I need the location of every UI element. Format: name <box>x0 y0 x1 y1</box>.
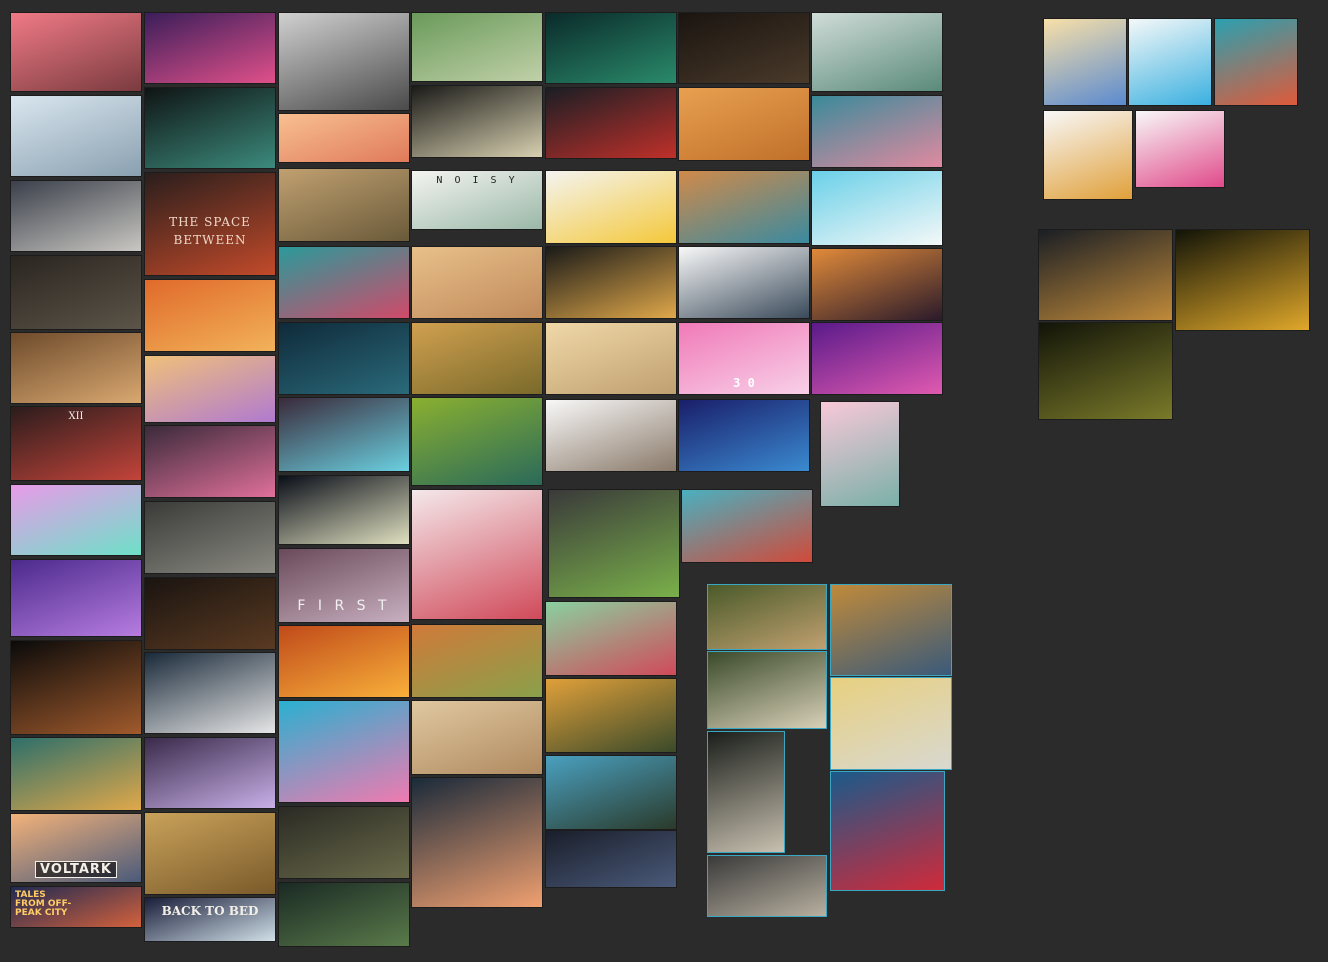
tile-office-icons-beige[interactable] <box>1043 18 1127 106</box>
tile-orange-canyon[interactable] <box>144 279 276 352</box>
tile-dark-teal-waves[interactable] <box>545 12 677 84</box>
tile-iso-grass-island[interactable] <box>548 489 680 598</box>
tile-red-moon-bar[interactable]: XII <box>10 406 142 481</box>
tile-desert-road[interactable] <box>411 246 543 319</box>
tile-ink-creatures[interactable] <box>278 12 410 111</box>
tile-white-iso-room[interactable] <box>10 95 142 177</box>
tile-desert-figures[interactable] <box>545 322 677 395</box>
tile-magenta-tree-deer[interactable] <box>811 322 943 395</box>
tile-surreal-landscape[interactable] <box>707 855 827 917</box>
tile-rocky-island-white[interactable] <box>545 399 677 472</box>
tile-crystal-sea[interactable] <box>278 246 410 319</box>
tile-garden-pond[interactable] <box>545 601 677 676</box>
tile-caption: N O I S Y <box>436 175 518 186</box>
tile-voltark-sunset[interactable]: VOLTARK <box>10 813 142 883</box>
tile-dark-corridor[interactable] <box>144 577 276 650</box>
tile-pixel-pink-robot[interactable] <box>278 700 410 803</box>
tile-golden-temple[interactable] <box>278 625 410 698</box>
tile-white-text-dome[interactable] <box>678 246 810 319</box>
tile-desert-steampunk-city[interactable] <box>278 168 410 242</box>
tile-paper-cutout-map[interactable] <box>144 652 276 734</box>
tile-pink-cubes-night[interactable] <box>144 425 276 498</box>
tile-foggy-forest[interactable] <box>144 501 276 574</box>
tile-power-lines-clouds[interactable] <box>411 777 543 908</box>
tile-pink-floating-islands[interactable] <box>820 401 900 507</box>
tile-caption: BACK TO BED <box>161 904 259 918</box>
tile-city-lights-night[interactable] <box>278 475 410 545</box>
tile-flora-sprites-olive[interactable] <box>1038 322 1173 420</box>
tile-orange-forest-sunset[interactable] <box>545 678 677 753</box>
tile-office-icons-white[interactable] <box>1043 110 1133 200</box>
tile-pink-house[interactable] <box>811 95 943 168</box>
tile-teal-chess-tower[interactable] <box>10 737 142 811</box>
tile-dark-blue-bridge[interactable] <box>278 322 410 395</box>
tile-triptych-interior[interactable] <box>707 651 827 729</box>
tile-caption: THE SPACE BETWEEN <box>169 215 251 247</box>
tile-dark-sign-night[interactable] <box>545 830 677 888</box>
tile-snowy-camp[interactable] <box>811 12 943 92</box>
tile-purple-tree-field[interactable] <box>10 559 142 637</box>
tile-desert-dune-sphere[interactable] <box>411 700 543 775</box>
tile-dark-green-underwater[interactable] <box>278 882 410 947</box>
tile-window-room[interactable] <box>10 332 142 404</box>
tile-green-swamp-map[interactable] <box>411 397 543 486</box>
tile-stationery-icons[interactable] <box>1135 110 1225 188</box>
tile-flora-sprites-dark[interactable] <box>1038 229 1173 321</box>
tile-cloud-head[interactable] <box>830 677 952 770</box>
tile-green-hill-figure[interactable] <box>411 12 543 82</box>
tile-surreal-rock-figure[interactable] <box>707 731 785 853</box>
tile-colorful-orchard[interactable] <box>681 489 813 563</box>
tile-watchtower-forest[interactable] <box>545 755 677 830</box>
tile-caption: F I R S T <box>297 598 391 614</box>
tile-dark-teal-room[interactable] <box>144 87 276 169</box>
tile-dark-kitchen[interactable] <box>10 255 142 330</box>
tile-red-cloak-desert[interactable] <box>678 87 810 161</box>
tile-office-icons-light[interactable] <box>1128 18 1212 106</box>
tile-whale-sky[interactable] <box>811 170 943 246</box>
tile-light-shaft-cave[interactable] <box>411 85 543 158</box>
tile-impossible-architecture[interactable] <box>545 246 677 319</box>
tile-caption: 3 0 <box>733 376 755 390</box>
tile-back-to-bed-eye[interactable]: BACK TO BED <box>144 897 276 942</box>
tile-orange-cliff[interactable] <box>811 248 943 321</box>
tile-caption: VOLTARK <box>34 861 118 878</box>
tile-glowing-capsule[interactable] <box>10 640 142 735</box>
tile-purple-pink-forest[interactable] <box>144 12 276 84</box>
tile-neon-pastel-house[interactable] <box>10 484 142 556</box>
tile-flora-sprites-yellow[interactable] <box>1175 229 1310 331</box>
tile-golden-mountain-pilgrim[interactable] <box>144 812 276 895</box>
tile-autumn-field[interactable] <box>411 322 543 395</box>
tile-noisy-paper-title[interactable]: N O I S Y <box>411 170 543 230</box>
tile-red-blue-cubes[interactable] <box>830 771 945 891</box>
tile-red-roots-room[interactable] <box>545 87 677 159</box>
tile-autumn-village[interactable] <box>411 624 543 698</box>
tile-garden-earthly-delights[interactable] <box>707 584 827 650</box>
tile-blue-mountain-night[interactable] <box>678 399 810 472</box>
tile-first-title[interactable]: F I R S T <box>278 548 410 623</box>
tile-caption: TALES FROM OFF-PEAK CITY <box>15 890 72 918</box>
tile-yellow-creature[interactable] <box>545 170 677 244</box>
tile-tales-off-peak-city[interactable]: TALES FROM OFF-PEAK CITY <box>10 886 142 928</box>
tile-pink-street[interactable] <box>411 489 543 620</box>
tile-purple-stairs[interactable] <box>144 737 276 809</box>
tile-waterfall-valley[interactable] <box>278 397 410 472</box>
tile-the-space-between[interactable]: THE SPACE BETWEEN <box>144 172 276 276</box>
tile-caption: XII <box>68 411 84 422</box>
tile-orange-haze-forest[interactable] <box>278 113 410 163</box>
tile-pink-sunset-ruins[interactable] <box>10 12 142 92</box>
tile-pink-pong[interactable]: 3 0 <box>678 322 810 395</box>
tile-monochrome-toy-scene[interactable] <box>10 180 142 252</box>
tile-colorful-town[interactable] <box>678 170 810 244</box>
tile-jungle-ruins-dark[interactable] <box>278 806 410 879</box>
tile-dark-basement[interactable] <box>678 12 810 84</box>
tile-pastel-desert-tower[interactable] <box>144 355 276 423</box>
tile-office-icons-teal[interactable] <box>1214 18 1298 106</box>
tile-persistence-of-memory[interactable] <box>830 584 952 676</box>
